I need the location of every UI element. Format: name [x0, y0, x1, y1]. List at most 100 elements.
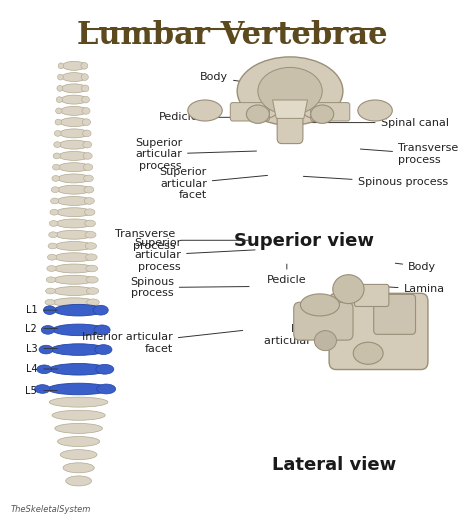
Ellipse shape — [94, 325, 110, 335]
Ellipse shape — [41, 326, 55, 334]
Text: Lumbar Vertebrae: Lumbar Vertebrae — [77, 20, 388, 51]
Text: Spinal canal: Spinal canal — [308, 117, 448, 127]
Ellipse shape — [85, 220, 95, 227]
Ellipse shape — [252, 102, 277, 118]
Ellipse shape — [61, 106, 88, 115]
Ellipse shape — [60, 129, 89, 138]
Ellipse shape — [52, 176, 60, 181]
Ellipse shape — [58, 174, 91, 183]
Ellipse shape — [62, 62, 86, 70]
Text: L5: L5 — [26, 386, 37, 396]
FancyBboxPatch shape — [230, 102, 269, 121]
FancyBboxPatch shape — [374, 294, 416, 335]
Ellipse shape — [84, 209, 95, 216]
FancyBboxPatch shape — [277, 109, 303, 143]
Ellipse shape — [49, 364, 108, 375]
Ellipse shape — [56, 219, 92, 228]
Ellipse shape — [82, 130, 91, 137]
Ellipse shape — [59, 151, 90, 160]
Ellipse shape — [55, 230, 93, 239]
Polygon shape — [273, 100, 308, 118]
Ellipse shape — [53, 287, 95, 295]
Ellipse shape — [86, 265, 98, 272]
Text: L3: L3 — [26, 344, 37, 354]
Text: Lamina: Lamina — [383, 284, 445, 294]
Ellipse shape — [48, 243, 57, 249]
Ellipse shape — [358, 100, 392, 121]
Ellipse shape — [96, 364, 114, 374]
Text: Superior
articular
process: Superior articular process — [135, 138, 256, 170]
Ellipse shape — [49, 220, 58, 226]
Ellipse shape — [303, 102, 328, 118]
Ellipse shape — [44, 306, 56, 314]
Text: Superior
articular
process: Superior articular process — [134, 238, 255, 271]
Ellipse shape — [55, 119, 62, 125]
Ellipse shape — [81, 74, 88, 80]
Ellipse shape — [82, 119, 91, 125]
Ellipse shape — [66, 476, 91, 486]
Text: TheSkeletalSystem: TheSkeletalSystem — [11, 504, 91, 513]
FancyBboxPatch shape — [355, 285, 389, 306]
Ellipse shape — [83, 164, 93, 170]
Ellipse shape — [62, 73, 86, 82]
Ellipse shape — [54, 304, 103, 316]
Ellipse shape — [55, 423, 102, 433]
Ellipse shape — [57, 74, 63, 80]
Text: Spinous
process: Spinous process — [130, 277, 249, 298]
Ellipse shape — [58, 162, 90, 172]
Ellipse shape — [47, 254, 57, 260]
Ellipse shape — [53, 298, 95, 307]
Ellipse shape — [52, 410, 105, 420]
Text: Body: Body — [395, 262, 436, 271]
Ellipse shape — [46, 288, 55, 294]
Ellipse shape — [84, 198, 94, 204]
Text: Inferior
articular process: Inferior articular process — [264, 319, 357, 346]
FancyBboxPatch shape — [294, 302, 353, 340]
Ellipse shape — [85, 243, 97, 250]
Ellipse shape — [56, 97, 63, 102]
Text: L4: L4 — [26, 364, 37, 374]
Ellipse shape — [53, 153, 60, 159]
Ellipse shape — [49, 232, 57, 238]
Ellipse shape — [82, 107, 90, 114]
Ellipse shape — [47, 266, 56, 271]
Ellipse shape — [311, 105, 334, 123]
Ellipse shape — [57, 196, 91, 205]
Ellipse shape — [87, 299, 99, 306]
Ellipse shape — [55, 242, 93, 251]
Ellipse shape — [63, 463, 94, 473]
Ellipse shape — [85, 232, 96, 238]
Text: Inferior articular
facet: Inferior articular facet — [82, 330, 243, 354]
Ellipse shape — [84, 186, 94, 193]
Ellipse shape — [95, 345, 112, 355]
Ellipse shape — [55, 131, 61, 136]
Text: Pedicle: Pedicle — [158, 113, 265, 122]
Text: Pedicle: Pedicle — [267, 264, 307, 285]
Ellipse shape — [57, 436, 100, 447]
Ellipse shape — [37, 365, 52, 374]
Text: L1: L1 — [26, 305, 37, 315]
Ellipse shape — [333, 275, 364, 304]
Ellipse shape — [54, 142, 61, 148]
Ellipse shape — [55, 253, 94, 262]
Ellipse shape — [93, 305, 108, 315]
Ellipse shape — [52, 324, 105, 336]
Ellipse shape — [82, 85, 89, 92]
Ellipse shape — [353, 342, 383, 364]
Ellipse shape — [60, 118, 88, 126]
Ellipse shape — [83, 152, 92, 159]
Ellipse shape — [51, 198, 59, 204]
Ellipse shape — [50, 209, 58, 215]
Text: Superior view: Superior view — [234, 233, 374, 251]
Ellipse shape — [61, 84, 87, 93]
Ellipse shape — [86, 254, 97, 261]
Ellipse shape — [86, 277, 98, 283]
FancyBboxPatch shape — [311, 102, 350, 121]
Text: Transverse
process: Transverse process — [360, 143, 458, 165]
Ellipse shape — [51, 344, 107, 355]
Ellipse shape — [57, 185, 91, 194]
Ellipse shape — [51, 187, 59, 193]
Ellipse shape — [82, 96, 90, 103]
Ellipse shape — [54, 275, 95, 284]
Ellipse shape — [55, 108, 62, 114]
